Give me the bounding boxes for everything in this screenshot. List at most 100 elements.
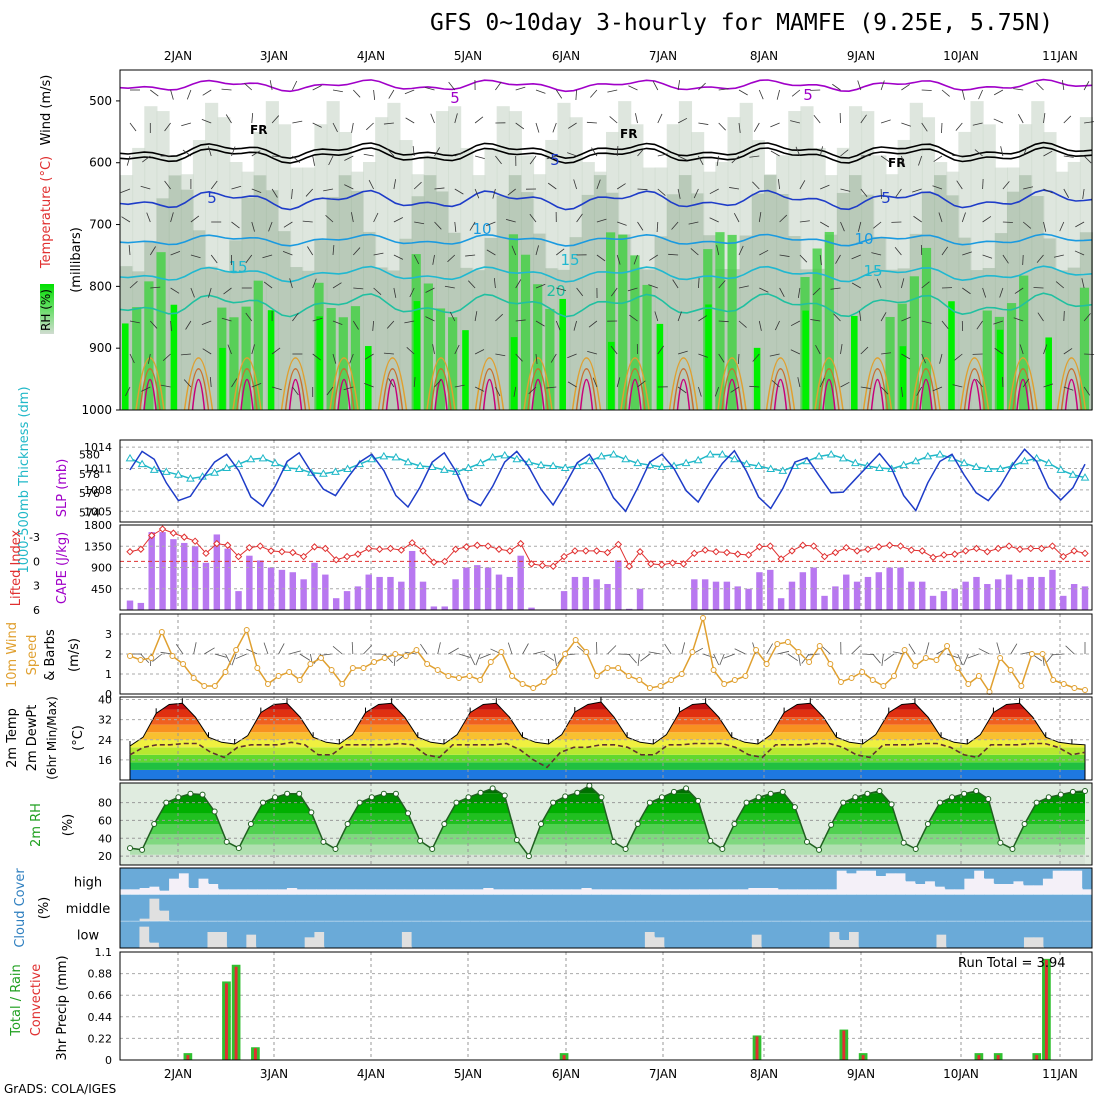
cape-bar <box>843 574 850 610</box>
wind-barb <box>373 212 379 223</box>
wind-barb <box>251 344 255 355</box>
wind-barb <box>791 89 801 97</box>
wind-barb <box>351 641 354 655</box>
cloud-clear <box>178 921 189 947</box>
wind-barb <box>469 221 476 231</box>
rh-line-marker <box>852 794 859 801</box>
cloud-fill <box>169 878 180 895</box>
wind-barb <box>978 89 983 100</box>
cloud-clear <box>237 894 249 920</box>
wind-barb <box>405 117 415 124</box>
cloud-clear <box>674 921 685 947</box>
wind-barb <box>170 287 180 294</box>
wind-barb <box>810 319 821 322</box>
rh-shade <box>350 306 361 410</box>
bottom-day-label: 10JAN <box>943 1067 979 1081</box>
rh-line-marker <box>961 790 968 797</box>
wind-speed-line-marker <box>965 681 972 687</box>
cloud-clear <box>895 868 906 874</box>
rh-line-marker <box>828 821 835 828</box>
cloud-clear <box>586 921 597 947</box>
wind-barb <box>677 188 681 199</box>
wind-barb <box>1083 155 1092 164</box>
precip-tick-label: 0 <box>105 1054 112 1067</box>
low-level-temp-contour <box>284 368 307 411</box>
low-level-temp-contour <box>143 378 157 411</box>
thickness-line-marker <box>621 454 631 463</box>
cloud-fill <box>620 889 632 895</box>
wind-barb <box>271 347 281 355</box>
rh-shade <box>338 317 348 410</box>
wind-barb <box>677 311 682 322</box>
wind-barb <box>495 81 502 91</box>
wind-barb <box>592 377 598 388</box>
wind-barb <box>186 89 192 100</box>
cloud-clear <box>944 868 956 889</box>
cloud-clear <box>493 894 504 920</box>
wind-barb <box>182 149 192 157</box>
rh-line-marker <box>344 821 351 827</box>
cloud-clear <box>679 894 690 920</box>
wind-barb <box>576 287 584 297</box>
cloud-clear <box>819 921 831 947</box>
wind-barb <box>372 320 374 331</box>
cloud-fill <box>228 889 239 895</box>
cape-bar <box>799 572 807 610</box>
cloud-clear <box>316 894 327 920</box>
wind-speed-line-marker <box>859 669 866 675</box>
cloud-fill <box>581 888 592 895</box>
temp-contour-10 <box>119 233 1093 247</box>
rh-shade <box>253 280 263 410</box>
rh-shade <box>934 175 948 410</box>
li-marker <box>755 543 764 551</box>
wind-barb <box>393 254 404 260</box>
wind-barb <box>719 653 725 666</box>
precip-frame <box>119 951 1093 1061</box>
cloud-clear <box>247 894 258 920</box>
rh-line-marker <box>1033 799 1040 806</box>
wind-barb <box>1063 348 1073 355</box>
wind-barb <box>946 653 959 659</box>
cloud-clear <box>1082 921 1093 947</box>
rh-shade <box>1067 267 1081 410</box>
cloud-fill <box>1023 885 1034 895</box>
wind-barb <box>635 113 638 124</box>
rh-shade <box>170 304 178 410</box>
cloud-clear <box>876 868 887 876</box>
rh-shade <box>581 194 595 410</box>
temp-axis-label-2: 2m DewPt <box>25 705 40 772</box>
cloud-fill <box>751 934 763 948</box>
wind-barb <box>393 287 397 298</box>
wind-barb <box>535 353 538 364</box>
cloud-fill <box>1082 889 1093 895</box>
wind-barb <box>637 221 644 231</box>
li-marker <box>820 552 829 561</box>
li-marker <box>451 545 460 553</box>
cloud-fill <box>640 889 651 895</box>
freezing-label: FR <box>888 156 905 170</box>
wind-barb <box>587 351 598 355</box>
cloud-clear <box>964 894 975 920</box>
wind-barb <box>629 314 638 322</box>
wind-barb <box>245 254 253 264</box>
rh-shade <box>316 316 323 410</box>
wind-barb <box>1043 188 1053 194</box>
cape-bar <box>984 584 991 610</box>
wind-barb <box>672 279 679 289</box>
cloud-fill <box>571 889 582 895</box>
low-level-temp-contour <box>191 378 206 411</box>
precip-convective-bar <box>861 1055 865 1060</box>
low-level-temp-contour <box>717 357 747 411</box>
cloud-fill <box>630 889 641 895</box>
wind-speed-line-marker <box>700 615 706 621</box>
cloud-clear <box>1033 894 1044 920</box>
wind-barb <box>231 146 236 157</box>
li-marker <box>191 537 199 545</box>
cape-bar <box>767 569 774 610</box>
cloud-fill <box>925 881 936 895</box>
wind-barb <box>729 187 740 190</box>
cloud-fill <box>326 889 337 895</box>
cloud-fill <box>120 889 131 895</box>
thickness-line-marker <box>512 454 522 463</box>
rh-shade <box>739 235 753 410</box>
